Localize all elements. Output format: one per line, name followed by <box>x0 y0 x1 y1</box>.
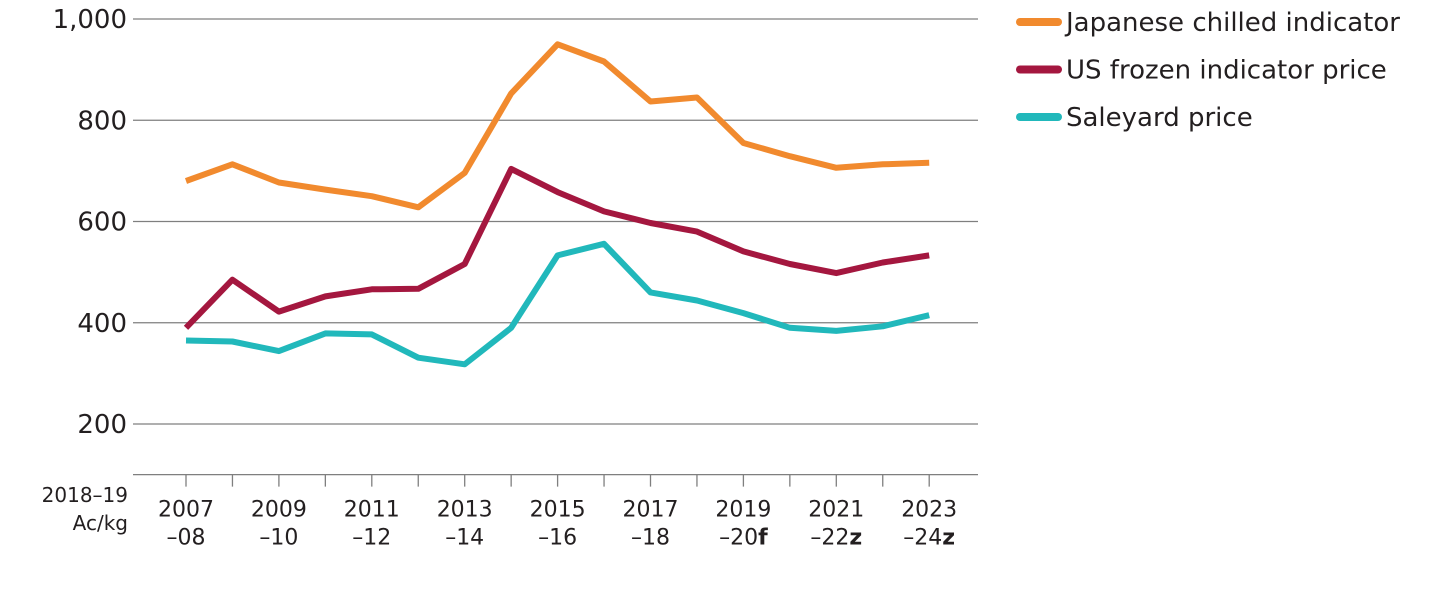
x-tick-label-span: –16 <box>538 526 577 551</box>
x-tick-label-span: –18 <box>631 526 670 551</box>
y-tick-label-400: 400 <box>77 309 127 339</box>
y-axis-unit-label: 2018–19 Ac/kg <box>42 483 128 535</box>
y-tick-label-1000: 1,000 <box>53 5 127 35</box>
legend-label-1: Japanese chilled indicator <box>1064 8 1400 38</box>
x-axis: 2007 –08 2009 –10 2011 –12 2013 –14 2015 –16 2017 –… <box>133 473 978 551</box>
y-unit-label-line-2: Ac/kg <box>73 511 128 535</box>
x-tick-label-suffix: f <box>758 526 768 551</box>
x-tick-label-year: 2015 <box>530 498 586 523</box>
x-tick-label-year: 2009 <box>251 498 307 523</box>
series-line-2 <box>183 165 930 330</box>
x-tick-label-year: 2011 <box>344 498 400 523</box>
x-tick-label-suffix: z <box>942 526 955 551</box>
legend: Japanese chilled indicator US frozen indi… <box>1016 8 1400 133</box>
x-tick-label-suffix: z <box>849 526 862 551</box>
x-tick-label-span: –10 <box>259 526 298 551</box>
legend-label-3: Saleyard price <box>1066 103 1253 133</box>
x-tick-label-span: –14 <box>445 526 484 551</box>
x-tick-label-span: –12 <box>352 526 391 551</box>
gridlines <box>133 18 978 425</box>
x-tick-label-span: –08 <box>167 526 206 551</box>
x-tick-label-year: 2023 <box>901 498 957 523</box>
x-tick-label-year: 2017 <box>623 498 679 523</box>
x-tick-label-year: 2021 <box>808 498 864 523</box>
x-tick-label-year: 2019 <box>715 498 771 523</box>
series-line-1 <box>184 41 930 211</box>
y-unit-label-line-1: 2018–19 <box>42 483 128 507</box>
y-axis-tick-labels: 200 400 600 800 1,000 <box>53 5 127 440</box>
series-line-3 <box>185 240 930 368</box>
y-tick-label-200: 200 <box>77 410 127 440</box>
y-tick-label-800: 800 <box>77 106 127 136</box>
x-tick-label-year: 2013 <box>437 498 493 523</box>
y-tick-label-600: 600 <box>77 208 127 238</box>
x-tick-label-span: –20f <box>719 526 768 551</box>
x-tick-label-span: –24z <box>903 526 955 551</box>
series-lines <box>183 41 930 368</box>
x-tick-label-span: –22z <box>810 526 862 551</box>
legend-label-2: US frozen indicator price <box>1066 56 1387 86</box>
x-tick-label-year: 2007 <box>158 498 214 523</box>
